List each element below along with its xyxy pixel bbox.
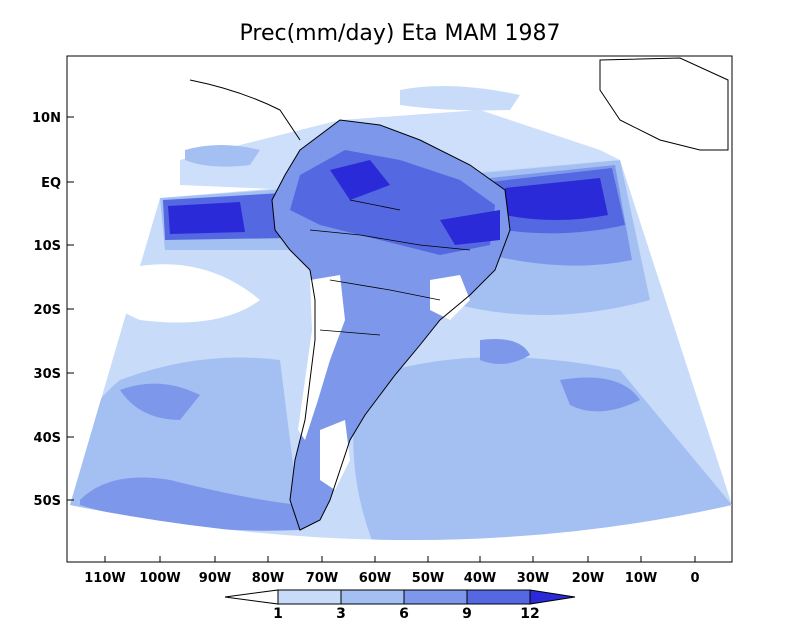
x-tick-label: 70W [306,571,338,586]
colorbar-segment-6-9 [403,589,468,605]
colorbar-label: 12 [520,606,539,618]
precip-se2-blob-6-9 [560,377,640,412]
x-tick-label: 40W [464,571,496,586]
precip-atl-12plus [505,178,608,220]
map-title: Prec(mm/day) Eta MAM 1987 [240,21,561,46]
precip-caribbean-1-3 [400,86,520,111]
colorbar-label: 3 [336,606,346,618]
y-tick-label: 10S [34,239,61,254]
colorbar-label: 6 [399,606,409,618]
amazon-12plus [330,160,390,200]
x-tick-label: 60W [359,571,391,586]
x-tick-label: 30W [517,571,549,586]
precip-sw-blob-6-9 [120,383,200,420]
y-tick-label: 10N [32,111,61,126]
country-borders [309,199,471,336]
colorbar: 1 3 6 9 12 [224,589,576,618]
y-tick-label: 20S [34,303,61,318]
brazil-dry-zone [430,275,470,320]
pacific-dry-zone [108,264,260,323]
colorbar-segment-3-6 [340,589,405,605]
y-tick-label: EQ [41,176,61,191]
y-tick-label: 40S [34,431,61,446]
x-tick-label: 10W [625,571,657,586]
patagonia-dry-zone [320,420,350,490]
precip-north-blob-3-6 [185,145,260,167]
colorbar-label: 1 [273,606,283,618]
x-tick-label: 110W [84,571,125,586]
colorbar-segment-above-12 [529,589,576,605]
andes-dry-zone [298,275,345,440]
x-axis: 110W 100W 90W 80W 70W 60W 50W 40W 30W 20… [84,556,700,586]
colorbar-segment-9-12 [466,589,531,605]
y-tick-label: 50S [34,494,61,509]
x-tick-label: 0 [690,571,699,586]
precip-pac-12plus [168,202,245,234]
colorbar-segment-1-3 [277,589,342,605]
x-tick-label: 100W [139,571,180,586]
precip-se-blob-6-9 [480,339,530,364]
colorbar-segment-below-1 [224,589,279,605]
africa-coastline [599,57,729,151]
x-tick-label: 50W [412,571,444,586]
colorbar-label: 9 [462,606,472,618]
precip-se-3-6 [353,357,732,540]
x-tick-label: 80W [252,571,284,586]
central-america-coastline [189,79,301,141]
x-tick-label: 90W [199,571,231,586]
ne-brazil-12plus [440,210,500,245]
y-axis: 10N EQ 10S 20S 30S 40S 50S [32,111,74,509]
y-tick-label: 30S [34,367,61,382]
x-tick-label: 20W [572,571,604,586]
south-america-coastline [271,119,511,531]
